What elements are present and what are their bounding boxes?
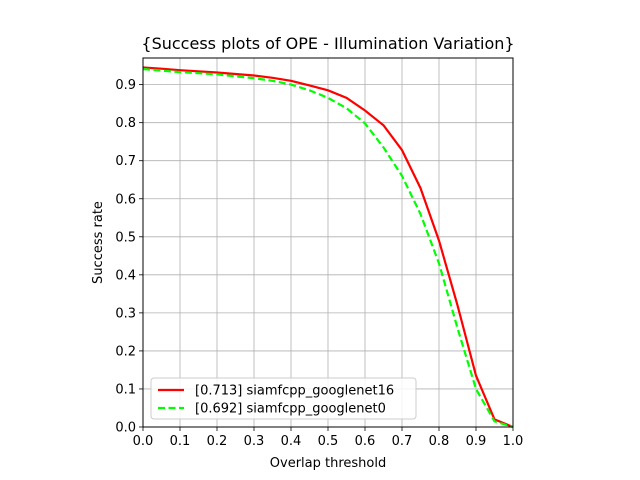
y-tick-label: 0.3 xyxy=(115,306,136,321)
x-tick-label: 0.3 xyxy=(244,434,265,449)
y-tick-label: 0.0 xyxy=(115,421,136,436)
x-tick-label: 0.5 xyxy=(318,434,339,449)
x-tick-label: 1.0 xyxy=(503,434,524,449)
chart-title: {Success plots of OPE - Illumination Var… xyxy=(141,34,514,53)
series-lines xyxy=(142,66,514,429)
x-tick-label: 0.7 xyxy=(392,434,413,449)
x-tick-label: 0.0 xyxy=(133,434,154,449)
x-tick-label: 0.9 xyxy=(466,434,487,449)
y-axis-title: Success rate xyxy=(91,201,106,284)
legend: [0.713] siamfcpp_googlenet16 [0.692] siam… xyxy=(150,377,417,420)
x-tick-label: 0.2 xyxy=(207,434,228,449)
y-tick-label: 0.8 xyxy=(115,116,136,131)
legend-box xyxy=(150,377,417,420)
y-tick-label: 0.1 xyxy=(115,382,136,397)
y-tick-label: 0.9 xyxy=(115,78,136,93)
y-tick-label: 0.2 xyxy=(115,344,136,359)
legend-label-1: [0.692] siamfcpp_googlenet0 xyxy=(195,402,386,417)
x-axis-title: Overlap threshold xyxy=(270,456,386,471)
y-tick-label: 0.5 xyxy=(115,230,136,245)
x-tick-label: 0.4 xyxy=(281,434,302,449)
series-line-0 xyxy=(142,66,514,429)
y-tick-label: 0.6 xyxy=(115,192,136,207)
y-tick-label: 0.7 xyxy=(115,154,136,169)
x-tick-label: 0.6 xyxy=(355,434,376,449)
x-tick-label: 0.1 xyxy=(170,434,191,449)
x-axis-ticks: 0.0 0.1 0.2 0.3 0.4 0.5 0.6 0.7 0.8 0.9 1.0 xyxy=(133,427,524,449)
y-axis-ticks: 0.0 0.1 0.2 0.3 0.4 0.5 0.6 0.7 0.8 0.9 xyxy=(115,78,143,436)
x-tick-label: 0.8 xyxy=(429,434,450,449)
legend-label-0: [0.713] siamfcpp_googlenet16 xyxy=(195,384,394,399)
y-tick-label: 0.4 xyxy=(115,268,136,283)
